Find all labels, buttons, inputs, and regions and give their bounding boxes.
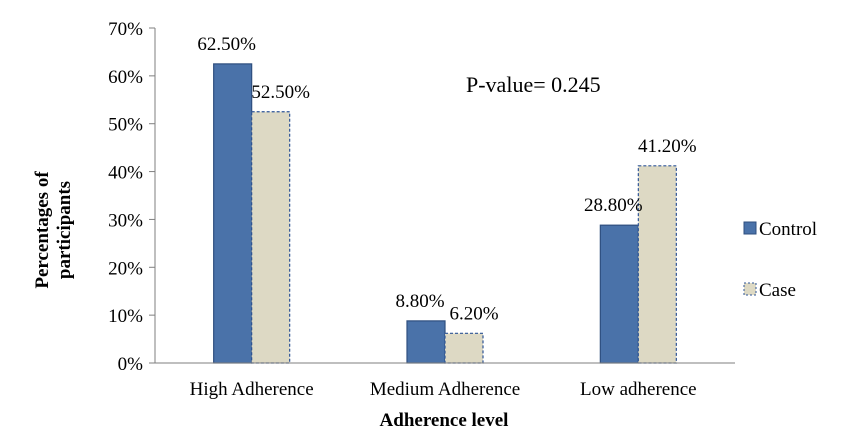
x-axis: High Adherence Medium Adherence Low adhere…: [155, 362, 735, 400]
y-tick-label: 10%: [108, 306, 143, 327]
y-tick-label: 70%: [108, 19, 143, 40]
x-category-label: Medium Adherence: [370, 379, 520, 400]
y-tick-label: 0%: [118, 354, 144, 375]
y-tick-label: 30%: [108, 210, 143, 231]
legend-swatch-case: [743, 282, 757, 296]
data-label-control: 8.80%: [395, 291, 444, 312]
bar-case-2: [637, 165, 677, 364]
y-tick-label: 50%: [108, 115, 143, 136]
x-category-label: High Adherence: [190, 379, 314, 400]
legend-label-control: Control: [759, 219, 817, 240]
legend: Control Case: [743, 219, 817, 301]
y-tick-label: 40%: [108, 163, 143, 184]
data-label-case: 52.50%: [251, 82, 310, 103]
legend-label-case: Case: [759, 280, 796, 301]
x-axis-title: Adherence level: [380, 410, 509, 431]
y-axis-title-line: Percentages of: [32, 171, 53, 289]
bars: [213, 63, 677, 364]
bar-case-1: [444, 332, 484, 364]
data-labels: 62.50% 8.80% 28.80% 52.50% 6.20% 41.20%: [197, 34, 696, 324]
y-tick-label: 20%: [108, 258, 143, 279]
y-axis-title-line: participants: [54, 181, 75, 279]
bar-control-2: [599, 224, 639, 364]
bar-control-1: [406, 320, 446, 364]
data-label-case: 6.20%: [449, 303, 498, 324]
y-axis: 0% 10% 20% 30% 40% 50% 60% 70%: [108, 19, 156, 375]
legend-swatch-control: [743, 221, 757, 235]
data-label-control: 28.80%: [584, 195, 643, 216]
annotation-p-value: P-value= 0.245: [466, 72, 601, 97]
x-category-label: Low adherence: [580, 379, 697, 400]
data-label-case: 41.20%: [638, 136, 697, 157]
y-tick-label: 60%: [108, 67, 143, 88]
data-label-control: 62.50%: [197, 34, 256, 55]
bar-control-0: [213, 63, 253, 364]
bar-case-0: [251, 111, 291, 364]
y-axis-title: Percentages of participants: [32, 171, 75, 289]
